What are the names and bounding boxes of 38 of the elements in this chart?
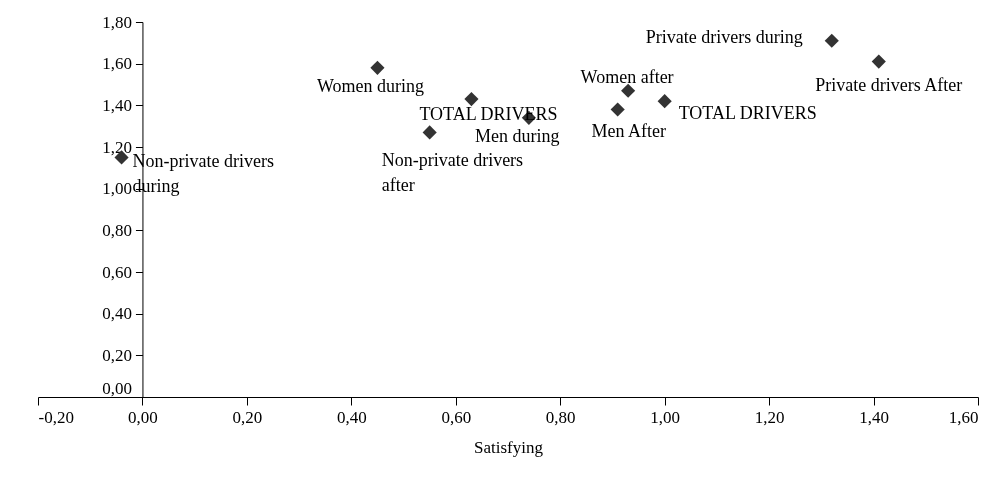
point xyxy=(871,54,886,69)
y-tick-label: 1,00 xyxy=(102,179,132,199)
point xyxy=(464,92,479,107)
x-tick-label: -0,20 xyxy=(38,407,74,427)
y-tick-label: 0,60 xyxy=(102,262,132,282)
y-tick-label: 0,80 xyxy=(102,220,132,240)
x-tick-label: 1,20 xyxy=(754,407,785,427)
x-tick-label: 1,60 xyxy=(948,407,979,427)
y-tick-label: 1,80 xyxy=(102,12,132,32)
x-axis-title: Satisfying xyxy=(474,437,544,457)
annotation: Women during xyxy=(316,75,424,96)
annotation: Men during xyxy=(474,125,560,146)
point xyxy=(422,125,437,140)
annotation: Private drivers during xyxy=(645,26,803,47)
y-tick-label: 1,60 xyxy=(102,54,132,74)
y-tick-label: 0,20 xyxy=(102,345,132,365)
point xyxy=(824,33,839,48)
annotation: Private drivers After xyxy=(815,74,963,95)
annotation: Men After xyxy=(591,120,666,141)
y-tick-label: 0,00 xyxy=(102,378,132,398)
y-tick-label: 0,40 xyxy=(102,304,132,324)
x-tick-label: 0,60 xyxy=(441,407,472,427)
annotation: Non-private drivers after xyxy=(381,150,524,196)
x-tick-label: 1,40 xyxy=(859,407,889,427)
annotation: TOTAL DRIVERS xyxy=(419,104,558,125)
y-tick-label: 1,40 xyxy=(102,95,132,115)
x-tick-label: 0,00 xyxy=(128,407,158,427)
annotation: Women after xyxy=(580,66,674,87)
point xyxy=(370,60,385,75)
point xyxy=(621,83,636,98)
x-tick-label: 0,20 xyxy=(232,407,263,427)
y-tick-label: 1,20 xyxy=(102,137,132,157)
point xyxy=(657,94,672,109)
point xyxy=(610,102,625,117)
x-tick-label: 0,80 xyxy=(545,407,576,427)
x-tick-label: 0,40 xyxy=(336,407,367,427)
x-tick-label: 1,00 xyxy=(650,407,681,427)
annotation: TOTAL DRIVERS xyxy=(678,103,817,124)
